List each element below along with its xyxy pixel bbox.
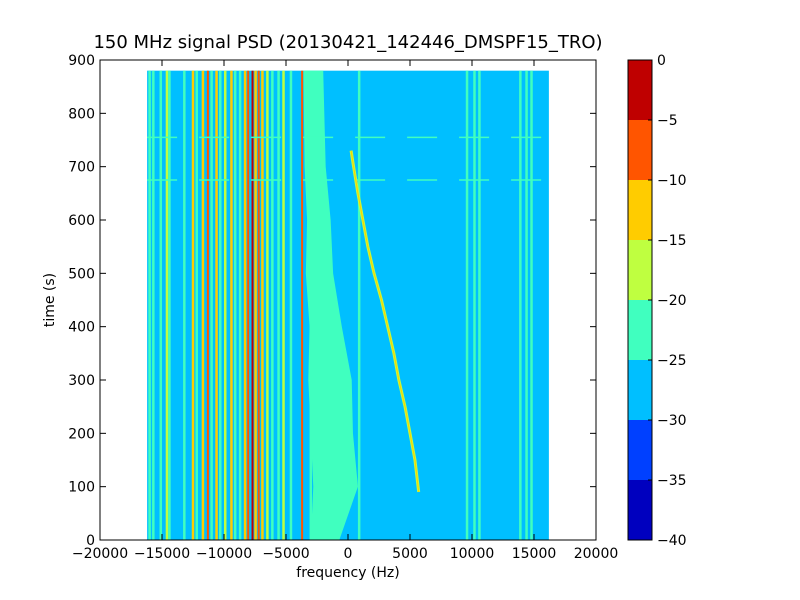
vertical-line-3 [165, 70, 169, 540]
colorbar-segment-3 [628, 300, 652, 360]
vertical-line-26 [282, 70, 285, 540]
vertical-line-24 [271, 70, 274, 540]
y-tick-label: 800 [68, 106, 95, 122]
colorbar-tick-label: −40 [657, 533, 687, 549]
vertical-line-7 [195, 70, 198, 540]
y-tick-label: 0 [86, 533, 95, 549]
vertical-line-12 [219, 70, 222, 540]
y-tick-label: 200 [68, 426, 95, 442]
doppler-trace-core [350, 150, 420, 493]
x-tick-label: 0 [344, 546, 353, 562]
x-tick-label: −20000 [72, 546, 128, 562]
y-tick-label: 400 [68, 320, 95, 336]
vertical-line-32 [473, 70, 476, 540]
vertical-line-16 [238, 70, 242, 540]
vertical-line-21 [257, 70, 260, 540]
y-tick-label: 100 [68, 480, 95, 496]
y-tick-label: 500 [68, 266, 95, 282]
colorbar: −40 −35 −30 −25 −20 −15 −10 −5 0 [627, 53, 687, 549]
colorbar-segment-6 [628, 120, 652, 180]
y-tick-label: 300 [68, 373, 95, 389]
vertical-line-36 [530, 70, 533, 540]
vertical-line-20 [254, 70, 257, 540]
x-tick-label: 15000 [512, 546, 557, 562]
plot-area: −20000 −15000 −10000 −5000 0 5000 10000 15000 20… [68, 53, 618, 562]
x-tick-label: 5000 [392, 546, 428, 562]
vertical-line-33 [478, 70, 481, 540]
noise-band [303, 70, 358, 540]
vertical-line-15 [233, 70, 237, 540]
colorbar-segment-2 [628, 360, 652, 420]
x-tick-label: 10000 [450, 546, 495, 562]
vertical-line-18 [247, 70, 250, 540]
colorbar-tick-label: 0 [657, 53, 666, 69]
colorbar-tick-label: −35 [657, 473, 687, 489]
colorbar-tick-label: −25 [657, 353, 687, 369]
vertical-line-0 [148, 70, 151, 540]
vertical-line-8 [201, 70, 205, 540]
vertical-line-35 [525, 70, 528, 540]
vertical-line-27 [289, 70, 293, 540]
x-axis-label: frequency (Hz) [296, 565, 399, 581]
colorbar-tick-label: −30 [657, 413, 687, 429]
colorbar-tick-label: −20 [657, 293, 687, 309]
vertical-line-9 [206, 70, 209, 540]
vertical-line-29 [309, 70, 313, 540]
vertical-line-28 [301, 70, 304, 540]
colorbar-segment-4 [628, 240, 652, 300]
colorbar-segment-7 [628, 60, 652, 120]
vertical-line-5 [183, 70, 186, 540]
vertical-line-10 [210, 70, 213, 540]
chart-title: 150 MHz signal PSD (20130421_142446_DMSP… [93, 32, 602, 53]
vertical-line-11 [215, 70, 218, 540]
colorbar-segment-5 [628, 180, 652, 240]
y-tick-label: 700 [68, 160, 95, 176]
vertical-line-31 [465, 70, 469, 540]
vertical-line-22 [261, 70, 264, 540]
vertical-line-6 [191, 70, 195, 540]
vertical-line-13 [223, 70, 227, 540]
vertical-line-14 [230, 70, 233, 540]
heatmap-layer [147, 70, 549, 540]
vertical-line-34 [519, 70, 522, 540]
vertical-line-23 [266, 70, 269, 540]
colorbar-tick-label: −10 [657, 173, 687, 189]
vertical-line-17 [243, 70, 247, 540]
y-axis-label: time (s) [42, 273, 58, 327]
vertical-line-25 [277, 70, 280, 540]
y-tick-label: 600 [68, 213, 95, 229]
x-tick-label: −5000 [262, 546, 309, 562]
vertical-line-1 [152, 70, 155, 540]
colorbar-tick-label: −15 [657, 233, 687, 249]
x-tick-label: 20000 [574, 546, 619, 562]
vertical-line-19 [251, 70, 254, 540]
colorbar-segment-1 [628, 420, 652, 480]
y-tick-label: 900 [68, 53, 95, 69]
x-tick-label: −15000 [134, 546, 190, 562]
colorbar-segment-0 [628, 480, 652, 540]
vertical-line-4 [168, 70, 171, 540]
colorbar-tick-label: −5 [657, 113, 678, 129]
x-tick-label: −10000 [196, 546, 252, 562]
vertical-line-2 [159, 70, 163, 540]
vertical-line-30 [357, 70, 361, 540]
